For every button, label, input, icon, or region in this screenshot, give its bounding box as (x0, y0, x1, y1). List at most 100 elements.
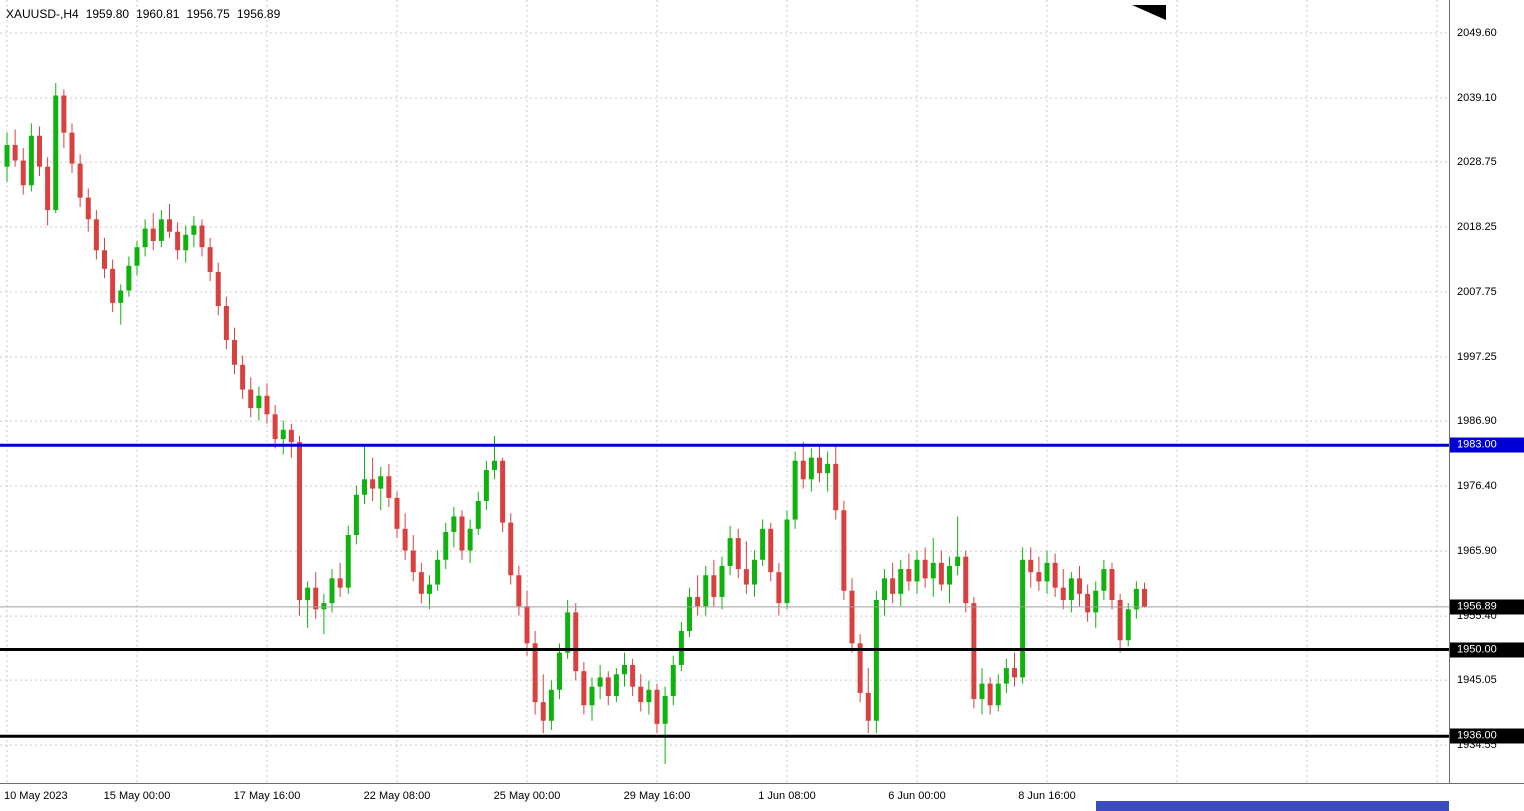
scrollbar-thumb[interactable] (1096, 801, 1449, 811)
candle-body (1003, 668, 1009, 684)
candle-body (500, 460, 506, 523)
candle-body (1142, 588, 1147, 607)
candle-body (191, 225, 197, 235)
candle-body (524, 606, 530, 644)
ohlc-open: 1959.80 (85, 7, 130, 21)
candle-body (711, 575, 717, 597)
price-tag-1983.00: 1983.00 (1450, 437, 1524, 453)
candles (4, 83, 1147, 765)
candle-body (1093, 590, 1099, 613)
candle-body (183, 234, 189, 251)
candle-body (776, 572, 782, 604)
candle-body (402, 528, 408, 551)
candle-body (955, 556, 961, 566)
candle-body (947, 565, 952, 585)
candle-body (297, 442, 302, 601)
candle-body (817, 457, 822, 474)
candle-body (110, 268, 116, 303)
candle-body (703, 575, 709, 607)
candle-body (573, 612, 579, 672)
candle-body (1052, 562, 1058, 588)
candle-body (12, 145, 18, 161)
candle-body (849, 590, 855, 644)
candle-body (142, 228, 148, 248)
candle-body (1133, 588, 1139, 610)
price-tick-label: 1945.05 (1457, 674, 1497, 687)
price-tick-label: 2018.25 (1457, 221, 1497, 234)
candle-body (768, 528, 774, 573)
candle-body (1012, 668, 1017, 678)
candle-body (987, 683, 993, 706)
candle-body (873, 600, 879, 721)
candle-body (53, 95, 59, 211)
candle-body (386, 476, 392, 498)
ohlc-close: 1956.89 (236, 7, 281, 21)
candle-body (158, 219, 164, 241)
candle-body (232, 340, 237, 365)
candle-body (93, 219, 99, 251)
candle-body (288, 429, 294, 443)
time-label: 8 Jun 16:00 (1018, 790, 1076, 802)
price-tick-label: 1986.90 (1457, 415, 1497, 428)
candle-body (508, 522, 514, 576)
candle-body (898, 569, 904, 594)
candle-body (370, 479, 376, 489)
candle-body (410, 550, 416, 573)
time-label: 17 May 16:00 (233, 790, 301, 802)
candle-body (321, 603, 327, 610)
candle-body (215, 271, 221, 306)
candle-body (69, 132, 75, 164)
symbol-period-label: XAUUSD-,H4 (6, 7, 79, 21)
ohlc-low: 1956.75 (186, 7, 230, 21)
candle-body (175, 231, 181, 251)
candle-body (735, 538, 741, 570)
candle-body (256, 395, 262, 409)
time-label: 1 Jun 08:00 (758, 790, 816, 802)
candle-body (167, 219, 172, 232)
candle-body (20, 160, 26, 186)
candle-body (857, 643, 863, 693)
candle-body (28, 135, 34, 186)
candle-body (61, 95, 67, 133)
candle-body (979, 683, 985, 700)
candle-body (1101, 569, 1107, 591)
candle-body (963, 556, 969, 604)
candle-body (240, 364, 246, 390)
ohlc-high: 1960.81 (136, 7, 180, 21)
candle-body (280, 429, 286, 440)
candle-body (914, 559, 920, 582)
candle-body (890, 578, 896, 594)
candle-body (695, 596, 701, 607)
candle-body (906, 569, 912, 582)
grid (0, 0, 1449, 783)
candle-body (1077, 578, 1082, 594)
candle-body (800, 460, 806, 480)
candle-body (565, 612, 571, 653)
candlestick-chart-canvas[interactable] (0, 0, 1449, 783)
candle-body (784, 519, 790, 604)
candle-body (378, 476, 384, 489)
candle-body (760, 528, 766, 560)
candle-body (581, 671, 587, 706)
price-tick-label: 2007.75 (1457, 286, 1497, 299)
candle-body (808, 457, 814, 480)
candle-body (4, 145, 10, 167)
price-axis[interactable]: 2049.60 2039.10 2028.75 2018.25 2007.75 1997.… (1449, 0, 1524, 783)
candle-body (1060, 587, 1066, 601)
candle-body (394, 497, 400, 529)
candle-body (654, 689, 660, 724)
candle-body (1036, 572, 1042, 582)
candle-body (922, 559, 928, 579)
candle-body (207, 247, 213, 272)
price-tick-label: 2028.75 (1457, 156, 1497, 169)
candle-body (938, 562, 944, 585)
candle-body (589, 686, 595, 706)
candle-body (329, 578, 335, 604)
price-tag-1956.89: 1956.89 (1450, 599, 1524, 615)
time-label: 25 May 00:00 (493, 790, 561, 802)
candle-body (995, 683, 1001, 706)
candle-body (882, 578, 887, 601)
candle-body (670, 665, 676, 696)
candle-body (223, 305, 229, 341)
candle-body (646, 689, 652, 703)
